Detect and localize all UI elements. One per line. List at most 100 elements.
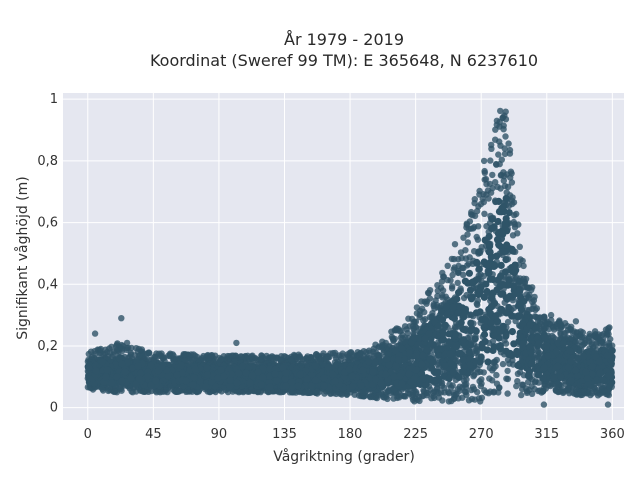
scatter-point — [441, 389, 448, 396]
scatter-point — [486, 180, 494, 188]
scatter-point — [108, 343, 115, 350]
scatter-point — [519, 320, 527, 328]
scatter-point — [501, 150, 509, 158]
scatter-point — [466, 286, 475, 294]
scatter-point — [580, 388, 587, 395]
scatter-point — [518, 391, 525, 399]
scatter-point — [564, 326, 572, 334]
scatter-point — [357, 350, 364, 357]
scatter-point — [307, 382, 316, 390]
scatter-point — [488, 145, 495, 152]
scatter-point — [439, 329, 447, 338]
scatter-point — [502, 309, 510, 317]
scatter-point — [405, 370, 413, 378]
scatter-point — [228, 352, 236, 359]
scatter-point — [535, 339, 543, 348]
scatter-point — [437, 308, 446, 317]
scatter-point — [226, 376, 234, 384]
scatter-point — [400, 392, 408, 400]
scatter-point — [492, 312, 500, 320]
scatter-point — [407, 378, 415, 386]
scatter-point — [499, 281, 507, 289]
chart-title-line-2: Koordinat (Sweref 99 TM): E 365648, N 62… — [150, 51, 538, 70]
scatter-point — [513, 382, 520, 390]
scatter-point — [512, 317, 519, 325]
scatter-point — [349, 382, 357, 390]
scatter-point — [205, 355, 212, 362]
scatter-point — [203, 371, 212, 379]
scatter-point — [492, 136, 499, 143]
scatter-point — [488, 224, 496, 233]
scatter-point — [405, 315, 412, 322]
scatter-point — [513, 210, 520, 218]
scatter-point — [607, 335, 614, 343]
scatter-point — [503, 295, 511, 303]
scatter-point — [476, 378, 483, 385]
scatter-point — [467, 319, 475, 327]
scatter-point — [487, 319, 495, 327]
scatter-point — [449, 303, 457, 311]
scatter-point — [554, 339, 562, 347]
scatter-point — [500, 122, 507, 129]
scatter-point — [572, 334, 580, 341]
scatter-point — [468, 395, 476, 403]
scatter-point — [511, 221, 518, 228]
scatter-point — [591, 328, 599, 335]
scatter-point — [191, 352, 199, 359]
scatter-point — [503, 171, 510, 178]
scatter-point — [531, 313, 539, 320]
scatter-point — [158, 350, 165, 357]
scatter-point — [467, 295, 476, 303]
scatter-point — [248, 353, 255, 360]
scatter-point — [202, 382, 210, 391]
scatter-point — [474, 388, 481, 396]
scatter-point — [440, 273, 447, 280]
scatter-point — [472, 327, 480, 335]
scatter-point — [495, 151, 502, 158]
scatter-point — [372, 341, 379, 348]
scatter-point — [231, 357, 238, 365]
scatter-point — [515, 287, 524, 295]
scatter-point — [447, 277, 454, 284]
scatter-point — [383, 355, 391, 363]
scatter-point — [499, 114, 507, 121]
scatter-point — [532, 378, 539, 385]
scatter-point — [460, 264, 467, 272]
scatter-point — [506, 146, 514, 154]
scatter-point — [588, 338, 595, 346]
scatter-point — [441, 321, 449, 329]
chart-title-line-1: År 1979 - 2019 — [284, 30, 404, 49]
scatter-point — [189, 381, 197, 389]
scatter-point — [117, 385, 125, 393]
scatter-point — [349, 352, 357, 359]
scatter-point — [492, 363, 499, 370]
scatter-point — [135, 345, 143, 353]
scatter-point — [469, 212, 476, 219]
scatter-point — [476, 191, 483, 198]
scatter-point — [457, 249, 465, 256]
scatter-point — [483, 191, 490, 198]
scatter-point — [459, 271, 467, 278]
scatter-point — [519, 340, 527, 348]
scatter-point — [502, 256, 510, 264]
scatter-point — [439, 292, 446, 299]
scatter-point — [275, 388, 283, 396]
scatter-point — [609, 342, 616, 349]
scatter-point — [477, 398, 484, 405]
scatter-point — [121, 368, 129, 376]
scatter-point — [416, 397, 423, 405]
scatter-point — [177, 361, 185, 369]
scatter-point — [473, 233, 480, 241]
scatter-point — [499, 322, 507, 330]
scatter-point — [473, 259, 481, 267]
scatter-point — [390, 337, 397, 345]
scatter-point — [497, 107, 504, 115]
scatter-point — [519, 257, 526, 265]
scatter-point — [476, 308, 484, 316]
scatter-point — [145, 357, 153, 364]
scatter-point — [371, 358, 379, 366]
scatter-point — [332, 349, 339, 357]
scatter-point — [504, 367, 511, 375]
scatter-point — [226, 382, 234, 390]
scatter-point — [504, 390, 511, 397]
